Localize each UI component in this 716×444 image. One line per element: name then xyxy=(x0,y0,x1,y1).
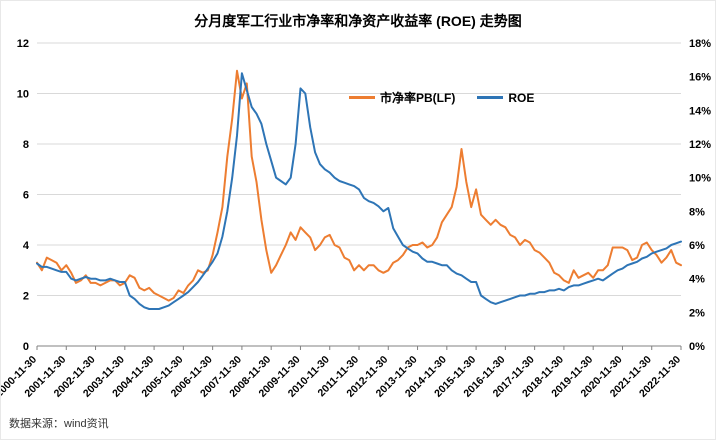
right-axis-tick-label: 0% xyxy=(689,341,705,353)
pb-line-swatch xyxy=(349,96,375,99)
right-axis-tick-label: 12% xyxy=(689,139,711,151)
pb-series-line xyxy=(36,69,682,302)
right-axis-tick-label: 8% xyxy=(689,206,705,218)
right-axis-tick-label: 4% xyxy=(689,274,705,286)
left-axis-tick-label: 12 xyxy=(17,38,29,50)
right-axis-tick-label: 2% xyxy=(689,307,705,319)
chart-legend: 市净率PB(LF) ROE xyxy=(349,89,534,106)
left-axis-tick-label: 0 xyxy=(23,341,29,353)
left-axis-tick-label: 8 xyxy=(23,139,29,151)
right-axis-tick-label: 16% xyxy=(689,72,711,84)
right-axis-tick-label: 10% xyxy=(689,173,711,185)
roe-line-swatch xyxy=(477,96,504,99)
legend-item-pb[interactable]: 市净率PB(LF) xyxy=(349,89,455,106)
legend-item-roe[interactable]: ROE xyxy=(477,91,534,105)
right-axis-tick-label: 18% xyxy=(689,38,711,50)
left-axis-tick-label: 6 xyxy=(23,190,29,202)
right-axis-tick-label: 14% xyxy=(689,105,711,117)
legend-label-roe: ROE xyxy=(508,90,535,105)
left-axis-tick-label: 2 xyxy=(23,291,29,303)
legend-label-pb: 市净率PB(LF) xyxy=(380,91,456,105)
data-source-note: 数据来源：wind资讯 xyxy=(9,418,109,430)
right-axis-tick-label: 6% xyxy=(689,240,705,252)
left-axis-tick-label: 4 xyxy=(23,240,30,252)
chart-title: 分月度军工行业市净率和净资产收益率 (ROE) 走势图 xyxy=(194,13,522,29)
left-axis-tick-label: 10 xyxy=(17,89,29,101)
roe-series-line xyxy=(36,72,682,310)
